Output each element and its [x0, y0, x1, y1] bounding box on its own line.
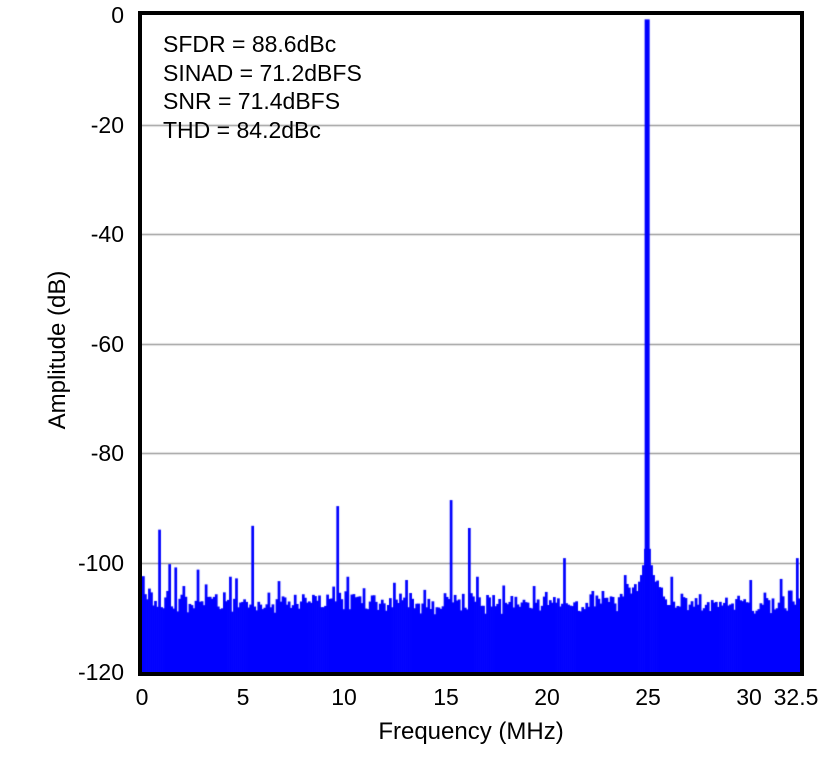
- annotation-block: SFDR = 88.6dBc SINAD = 71.2dBFS SNR = 71…: [163, 30, 362, 144]
- y-tick-label-40: -40: [90, 221, 124, 247]
- y-tick-label-80: -80: [90, 440, 124, 466]
- y-tick-label-100: -100: [77, 549, 124, 576]
- spectrum-canvas: [142, 15, 800, 672]
- x-tick-label-30: 30: [736, 684, 762, 710]
- y-tick-label-0: 0: [111, 2, 124, 28]
- annotation-thd: THD = 84.2dBc: [163, 116, 321, 143]
- annotation-snr: SNR = 71.4dBFS: [163, 88, 341, 115]
- y-tick-label-120: -120: [77, 659, 124, 685]
- x-tick-label-25: 25: [635, 684, 661, 710]
- x-tick-label-10: 10: [331, 684, 357, 710]
- annotation-sinad: SINAD = 71.2dBFS: [163, 59, 362, 86]
- annotation-sfdr: SFDR = 88.6dBc: [163, 31, 337, 57]
- y-tick-label-60: -60: [90, 330, 124, 357]
- y-tick-label-20: -20: [90, 111, 124, 138]
- x-tick-label-15: 15: [433, 684, 459, 710]
- x-tick-label-20: 20: [534, 684, 560, 710]
- x-axis-title: Frequency (MHz): [378, 718, 564, 745]
- x-tick-label-0: 0: [135, 684, 149, 710]
- x-tick-label-5: 5: [236, 684, 250, 710]
- x-tick-label-32p5: 32.5: [773, 684, 819, 710]
- plot-area: SFDR = 88.6dBc SINAD = 71.2dBFS SNR = 71…: [138, 11, 804, 676]
